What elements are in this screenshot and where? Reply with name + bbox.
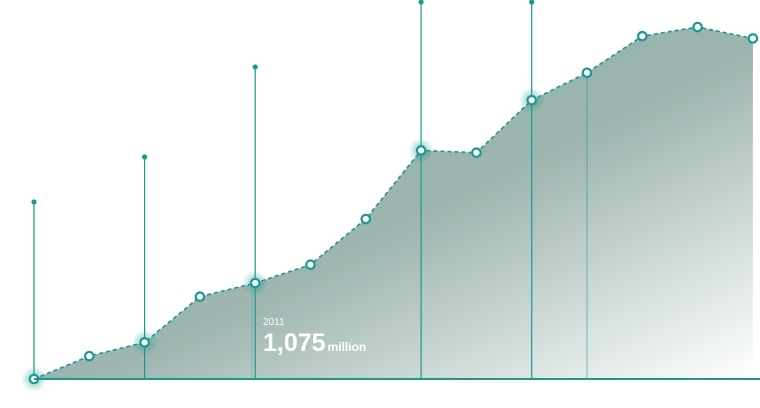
data-point[interactable] (305, 259, 316, 271)
marker-stem-dot (418, 0, 424, 5)
marker-stem-dot (529, 0, 535, 5)
data-points (21, 21, 759, 392)
data-point[interactable] (194, 291, 206, 303)
data-point[interactable] (84, 350, 95, 362)
marker-stems (31, 0, 588, 379)
data-point[interactable] (636, 30, 648, 42)
marker-stem-dot (252, 64, 258, 70)
data-point[interactable] (139, 337, 150, 348)
marker-stem-dot (31, 199, 37, 205)
marker-stem-dot (142, 154, 148, 160)
data-point[interactable] (360, 213, 372, 225)
data-point[interactable] (526, 94, 537, 106)
data-point[interactable] (249, 277, 261, 289)
data-point[interactable] (415, 145, 427, 156)
area-layer (34, 27, 753, 379)
data-point[interactable] (581, 67, 593, 79)
data-point[interactable] (471, 147, 482, 159)
data-point[interactable] (747, 33, 759, 44)
data-point[interactable] (692, 21, 703, 33)
area-fill (34, 27, 753, 379)
